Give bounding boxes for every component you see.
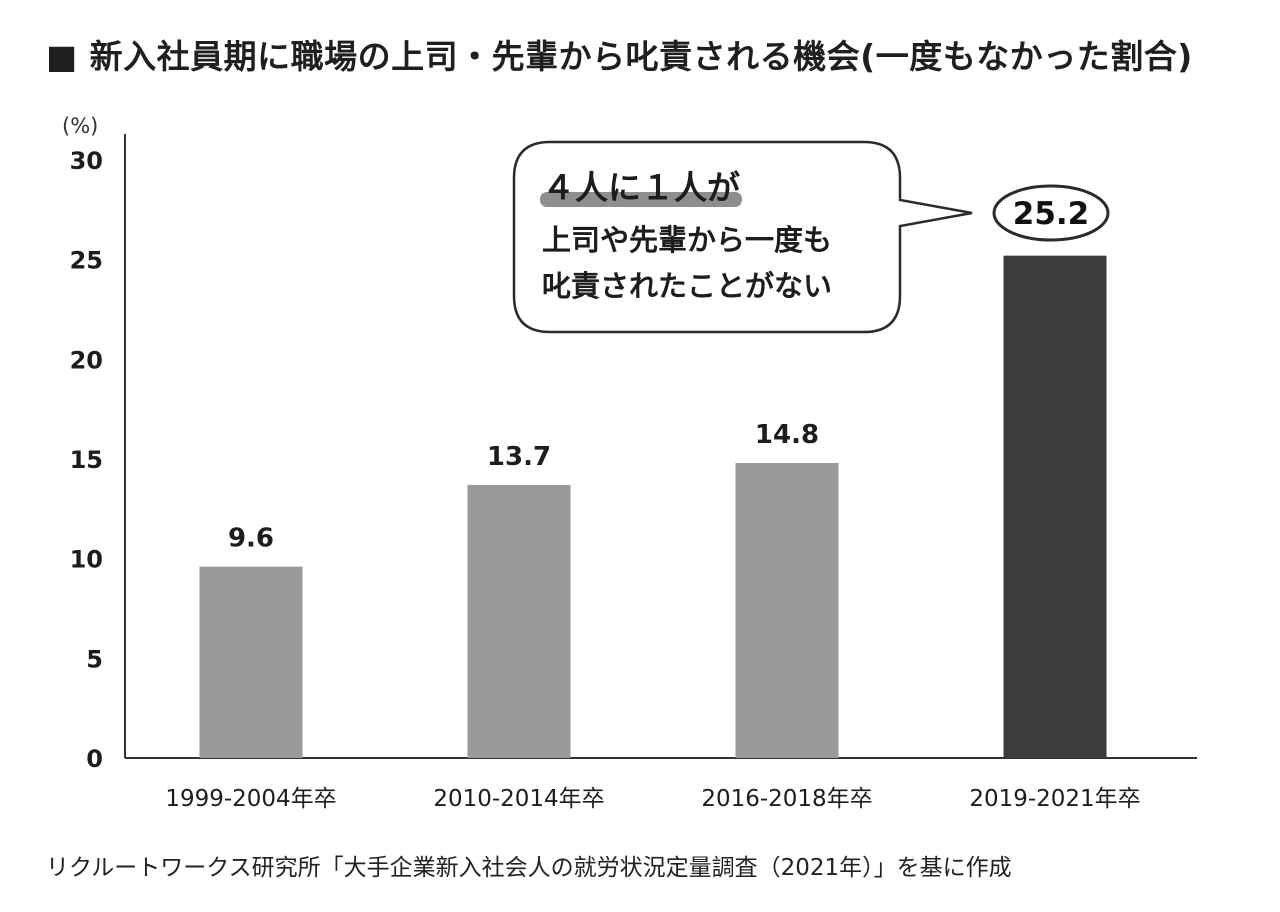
y-axis-unit-label: (%)	[62, 114, 98, 138]
callout-line-1: ４人に１人が	[542, 168, 740, 207]
data-label-highlight: 25.2	[1013, 196, 1090, 232]
data-label: 13.7	[487, 442, 551, 472]
callout-bubble: ４人に１人が 上司や先輩から一度も 叱責されたことがない	[512, 140, 973, 334]
bar-4	[1003, 255, 1107, 758]
chart-labels: 1999-2004年卒 9.6 2010-2014年卒 13.7 2016-2018年卒…	[165, 420, 1140, 812]
data-label: 14.8	[755, 420, 819, 450]
x-category-label: 2016-2018年卒	[701, 786, 872, 812]
callout-line-2: 上司や先輩から一度も	[542, 223, 832, 257]
x-category-label: 2019-2021年卒	[969, 786, 1140, 812]
source-note: リクルートワークス研究所「大手企業新入社会人の就労状況定量調査（2021年）」を…	[46, 855, 1012, 881]
callout-line-3: 叱責されたことがない	[542, 269, 832, 303]
y-tick-label: 15	[70, 446, 103, 474]
callout-bubble-shape	[512, 140, 973, 334]
y-axis-ticks: 0 5 10 15 20 25 30	[70, 147, 103, 773]
chart-bars	[199, 255, 1107, 758]
y-tick-label: 25	[70, 247, 103, 275]
bar-1	[199, 566, 303, 758]
chart-title: ■ 新入社員期に職場の上司・先輩から叱責される機会(一度もなかった割合)	[46, 37, 1193, 76]
highlight-ellipse	[992, 184, 1110, 242]
callout-underline-marker	[540, 192, 742, 207]
y-tick-label: 30	[70, 147, 103, 175]
y-tick-label: 20	[70, 346, 103, 374]
data-label: 9.6	[228, 524, 274, 554]
bar-3	[735, 462, 839, 758]
y-tick-label: 0	[86, 745, 103, 773]
x-category-label: 1999-2004年卒	[165, 786, 336, 812]
y-tick-label: 10	[70, 546, 103, 574]
bar-2	[467, 484, 571, 758]
y-tick-label: 5	[86, 645, 103, 673]
x-category-label: 2010-2014年卒	[433, 786, 604, 812]
